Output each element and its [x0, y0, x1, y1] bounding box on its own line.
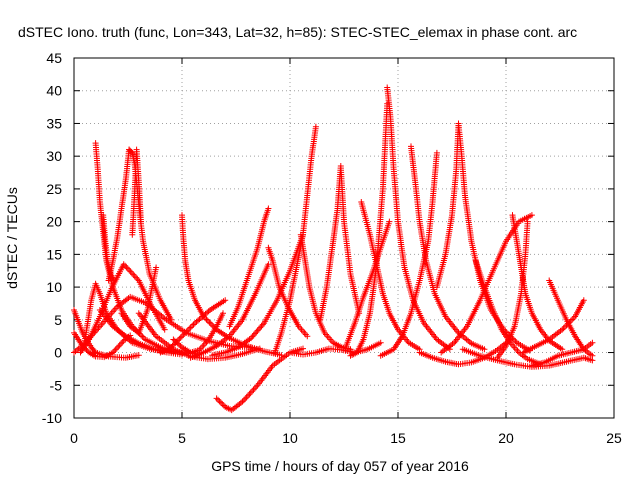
- series-arc-24: [287, 339, 384, 358]
- series-arc-34: [455, 120, 533, 354]
- series-arc-29: [358, 199, 423, 353]
- series-arc-17: [187, 261, 272, 361]
- series-marks: [347, 100, 391, 359]
- y-tick-label: 10: [46, 279, 62, 295]
- series-arc-35: [438, 212, 535, 356]
- series-arc-27: [347, 100, 391, 359]
- series-marks: [520, 297, 587, 356]
- series-marks: [287, 339, 384, 358]
- series-marks: [358, 199, 423, 353]
- y-tick-label: 25: [46, 181, 62, 197]
- x-axis-label: GPS time / hours of day 057 of year 2016: [211, 458, 469, 474]
- series-arc-25: [317, 163, 363, 323]
- axis-ticks: 0 5 10 15 20 25 -10 -5 0 5 10 15 20 25 30 35 40 45: [42, 50, 622, 446]
- y-tick-label: 40: [46, 83, 62, 99]
- y-tick-label: 5: [54, 312, 62, 328]
- series-marks: [408, 143, 488, 353]
- series-marks: [271, 123, 319, 356]
- y-tick-label: 45: [46, 50, 62, 66]
- series-arc-22: [271, 123, 319, 356]
- series-marks: [438, 212, 535, 356]
- series-arc-31: [408, 143, 488, 353]
- series-marks: [129, 146, 144, 238]
- series-marks: [105, 146, 133, 284]
- y-tick-label: 15: [46, 246, 62, 262]
- series-marks: [377, 149, 440, 359]
- series-arc-8: [105, 146, 133, 284]
- series-arc-23: [297, 231, 354, 353]
- x-tick-label: 10: [282, 430, 298, 446]
- y-tick-label: 35: [46, 115, 62, 131]
- series-marks: [226, 205, 272, 330]
- y-tick-label: 20: [46, 214, 62, 230]
- x-tick-label: 0: [70, 430, 78, 446]
- series-marks: [170, 310, 226, 356]
- series-arc-30: [377, 149, 440, 359]
- series-marks: [459, 346, 596, 370]
- x-tick-label: 25: [606, 430, 622, 446]
- x-tick-label: 15: [390, 430, 406, 446]
- series-arc-20: [226, 205, 272, 330]
- y-tick-label: -5: [50, 377, 63, 393]
- series-arc-16: [170, 310, 226, 356]
- series-marks: [455, 120, 533, 354]
- series-arc-42: [459, 346, 596, 370]
- y-tick-label: -10: [42, 410, 62, 426]
- plot-frame: [73, 57, 615, 419]
- series-arc-41: [520, 297, 587, 356]
- series-marks: [317, 163, 363, 323]
- y-tick-label: 30: [46, 148, 62, 164]
- y-tick-label: 0: [54, 345, 62, 361]
- series-marks: [297, 231, 354, 353]
- series-marks: [433, 120, 462, 291]
- chart-title: dSTEC Iono. truth (func, Lon=343, Lat=32…: [18, 24, 577, 40]
- data-series: [71, 84, 596, 414]
- x-tick-label: 5: [178, 430, 186, 446]
- x-tick-label: 20: [498, 430, 514, 446]
- series-arc-33: [433, 120, 462, 291]
- series-arc-10: [129, 146, 144, 238]
- y-axis-label: dSTEC / TECUs: [4, 187, 20, 289]
- series-marks: [187, 261, 272, 361]
